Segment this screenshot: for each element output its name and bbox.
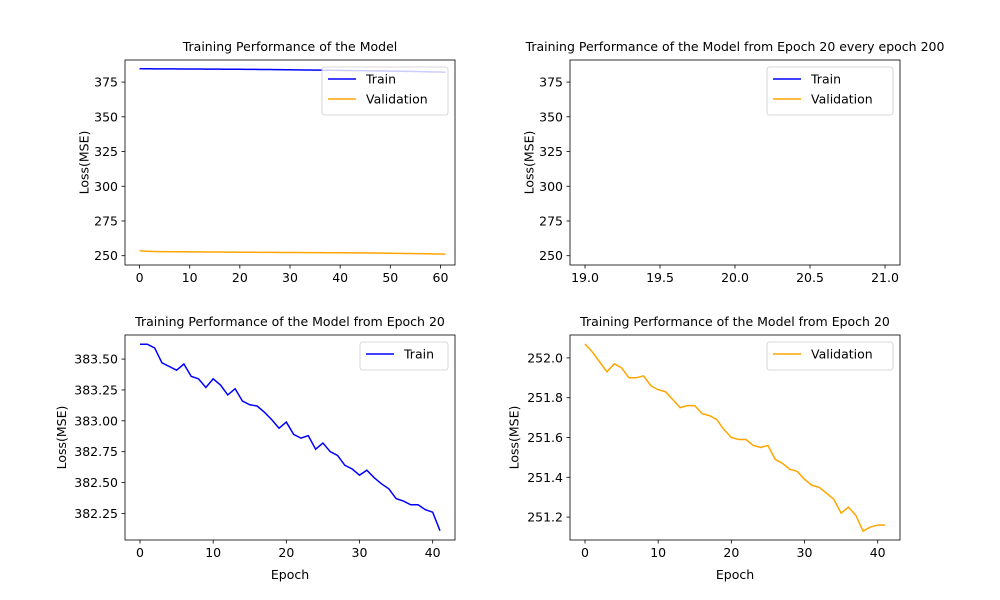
x-tick-label: 20.0 [721, 270, 749, 285]
subplot-3: 0 10 20 30 40 382.25 382.50 382.75 383.00 383.25 3… [54, 314, 456, 582]
legend-label-train: Train [810, 72, 841, 87]
y-tick-label: 325 [94, 144, 118, 159]
x-tick-label: 50 [382, 270, 398, 285]
x-tick-label: 40 [870, 545, 886, 560]
x-tick-label: 30 [282, 270, 298, 285]
y-axis-label: Loss(MSE) [54, 406, 69, 470]
y-tick-label: 350 [539, 109, 563, 124]
x-tick-label: 0 [136, 270, 144, 285]
y-tick-label: 383.25 [74, 382, 118, 397]
y-tick-label: 251.8 [527, 390, 563, 405]
legend: Validation [766, 341, 894, 371]
y-tick-label: 382.50 [74, 475, 118, 490]
legend-frame [766, 341, 894, 371]
legend: Train Validation [321, 66, 449, 116]
series-line-train [140, 343, 441, 532]
x-tick-label: 30 [352, 545, 368, 560]
x-tick-label: 20.5 [796, 270, 824, 285]
subplot-title: Training Performance of the Model [182, 39, 398, 54]
y-tick-label: 251.2 [527, 510, 563, 525]
y-axis-label: Loss(MSE) [77, 131, 92, 195]
x-tick-label: 60 [433, 270, 449, 285]
legend-frame [359, 341, 449, 371]
x-tick-label: 0 [581, 545, 589, 560]
subplot-2: 19.0 19.5 20.0 20.5 21.0 250 275 300 325 350 375 Tr… [522, 39, 945, 285]
y-tick-label: 382.25 [74, 506, 118, 521]
x-tick-label: 30 [797, 545, 813, 560]
y-tick-label: 251.4 [527, 470, 563, 485]
y-tick-label: 383.00 [74, 413, 118, 428]
y-tick-label: 325 [539, 144, 563, 159]
series-line-validation [584, 343, 885, 533]
legend-label-validation: Validation [366, 92, 428, 107]
y-axis-label: Loss(MSE) [507, 406, 522, 470]
x-tick-label: 10 [650, 545, 666, 560]
x-tick-label: 10 [182, 270, 198, 285]
y-tick-label: 252.0 [527, 350, 563, 365]
y-tick-label: 383.50 [74, 352, 118, 367]
subplot-title: Training Performance of the Model from E… [134, 314, 445, 329]
y-tick-label: 250 [94, 248, 118, 263]
y-tick-label: 300 [539, 179, 563, 194]
subplot-1: 0 10 20 30 40 50 60 250 275 300 325 350 375 Training … [77, 39, 456, 285]
legend-label-validation: Validation [811, 92, 873, 107]
x-tick-label: 20 [232, 270, 248, 285]
y-tick-label: 350 [94, 109, 118, 124]
y-tick-label: 375 [539, 75, 563, 90]
subplot-title: Training Performance of the Model from E… [525, 39, 945, 54]
x-tick-label: 20 [278, 545, 294, 560]
y-axis-label: Loss(MSE) [522, 131, 537, 195]
subplot-4: 0 10 20 30 40 251.2 251.4 251.6 251.8 252.0 Traini… [507, 314, 901, 582]
axes-frame [124, 334, 456, 541]
y-tick-label: 275 [539, 213, 563, 228]
legend: Train Validation [766, 66, 894, 116]
legend-label-train: Train [403, 347, 434, 362]
x-tick-label: 0 [136, 545, 144, 560]
x-axis-label: Epoch [271, 567, 309, 582]
x-tick-label: 20 [723, 545, 739, 560]
legend: Train [359, 341, 449, 371]
y-tick-label: 382.75 [74, 444, 118, 459]
y-tick-label: 251.6 [527, 430, 563, 445]
x-tick-label: 40 [425, 545, 441, 560]
y-tick-label: 375 [94, 75, 118, 90]
x-tick-label: 10 [205, 545, 221, 560]
legend-label-validation: Validation [811, 347, 873, 362]
x-tick-label: 21.0 [871, 270, 899, 285]
legend-label-train: Train [365, 72, 396, 87]
x-tick-label: 19.0 [571, 270, 599, 285]
y-tick-label: 250 [539, 248, 563, 263]
series-line-validation [139, 249, 446, 255]
x-tick-label: 40 [332, 270, 348, 285]
subplot-title: Training Performance of the Model from E… [579, 314, 890, 329]
x-tick-label: 19.5 [646, 270, 674, 285]
y-tick-label: 300 [94, 179, 118, 194]
y-tick-label: 275 [94, 213, 118, 228]
x-axis-label: Epoch [716, 567, 754, 582]
